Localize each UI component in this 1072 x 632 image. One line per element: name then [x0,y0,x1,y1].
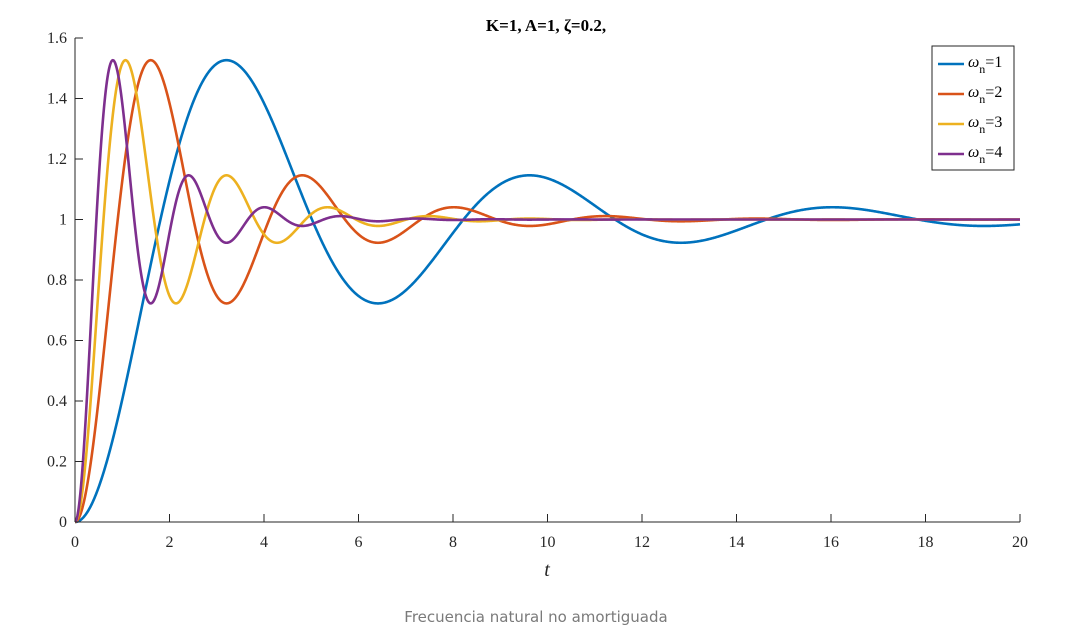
y-tick-label: 1.6 [47,30,67,47]
x-tick-label: 20 [1012,534,1028,551]
chart-title: K=1, A=1, ζ=0.2, [486,16,606,35]
x-tick-label: 2 [166,534,174,551]
legend: ωn=1 ωn=2 ωn=3 ωn=4 [931,45,1015,171]
y-tick-label: 0 [59,514,67,531]
y-tick-label: 0.2 [47,454,67,471]
x-tick-label: 12 [634,534,650,551]
y-tick-label: 0.8 [47,272,67,289]
x-tick-label: 14 [729,534,745,551]
y-tick-label: 0.6 [47,333,67,350]
x-tick-label: 4 [260,534,268,551]
legend-entry: ωn=4 [968,144,1002,166]
y-tick-label: 1.4 [47,91,67,108]
y-tick-label: 1.2 [47,151,67,168]
x-tick-label: 8 [449,534,457,551]
x-tick-label: 16 [823,534,839,551]
series-layer [74,58,1021,524]
legend-box [931,45,1015,171]
y-tick-label: 1 [59,212,67,229]
series-line-wn-4 [74,58,1021,524]
x-tick-label: 18 [918,534,934,551]
x-axis-label: t [544,559,550,581]
legend-entry: ωn=3 [968,114,1002,136]
axes-layer: 0 2 4 6 8 10 12 14 16 18 20 0 0.2 0.4 0.6 0.8 1 1.2 1.4 1.6 [47,30,1028,551]
x-tick-label: 10 [540,534,556,551]
figure-caption: Frecuencia natural no amortiguada [404,608,668,626]
legend-entry: ωn=1 [968,54,1002,76]
plot-area: 0 2 4 6 8 10 12 14 16 18 20 0 0.2 0.4 0.6 0.8 1 1.2 1.4 1.6 [47,30,1028,551]
x-tick-label: 0 [71,534,79,551]
x-tick-label: 6 [355,534,363,551]
series-line-wn-1 [74,58,1021,524]
plot-frame [75,38,1020,522]
legend-entry: ωn=2 [968,84,1002,106]
y-tick-label: 0.4 [47,393,67,410]
step-response-chart: K=1, A=1, ζ=0.2, 0 2 4 6 8 10 12 14 16 18 20 0 0.2 0.… [47,16,1028,581]
